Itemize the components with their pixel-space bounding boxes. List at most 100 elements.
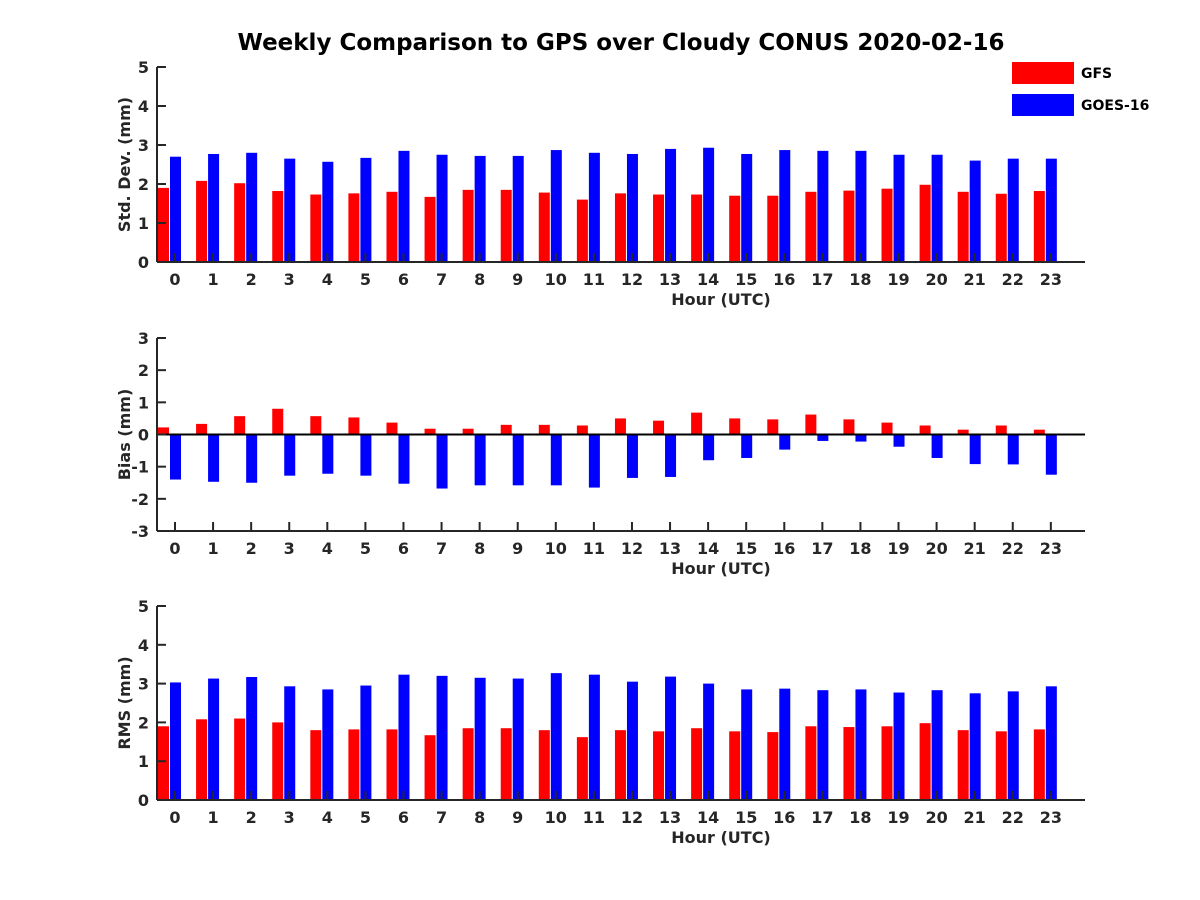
bar-gfs-18 [843,419,855,435]
bar-gfs-9 [500,728,512,800]
bar-goes-16-5 [360,685,372,800]
bar-gfs-4 [310,194,322,262]
bar-gfs-14 [691,728,703,800]
bar-gfs-12 [614,193,626,262]
bar-goes-16-18 [855,434,867,442]
bar-goes-16-17 [817,690,829,800]
bar-gfs-16 [767,195,779,262]
bar-goes-16-14 [703,434,715,461]
x-tick-label: 3 [284,808,295,827]
x-tick-label: 6 [398,270,409,289]
y-tick-label: 4 [138,636,149,655]
x-tick-label: 2 [246,539,257,558]
x-tick-label: 17 [811,270,833,289]
bar-goes-16-0 [170,434,181,480]
x-tick-label: 14 [697,808,719,827]
y-tick-label: 2 [138,713,149,732]
x-tick-label: 22 [1002,808,1024,827]
bar-goes-16-19 [893,434,905,447]
bar-gfs-3 [272,191,284,262]
bar-goes-16-5 [360,434,372,476]
x-tick-label: 5 [360,808,371,827]
bar-goes-16-22 [1007,691,1019,800]
x-tick-label: 12 [621,270,643,289]
bar-gfs-17 [805,191,817,262]
bar-gfs-23 [1033,191,1045,262]
bar-goes-16-23 [1045,686,1057,800]
x-tick-label: 11 [583,808,605,827]
x-tick-label: 18 [849,539,871,558]
bar-goes-16-3 [284,434,296,476]
bar-goes-16-2 [246,677,258,800]
bar-gfs-16 [767,732,779,800]
bar-gfs-21 [957,730,969,800]
y-axis-label: RMS (mm) [115,656,134,749]
x-tick-label: 19 [887,270,909,289]
bar-goes-16-8 [474,434,486,486]
x-tick-label: 0 [169,270,180,289]
bar-goes-16-1 [208,153,220,262]
x-axis-label: Hour (UTC) [671,290,771,309]
x-tick-label: 9 [512,808,523,827]
bar-gfs-4 [310,730,322,800]
x-tick-label: 4 [322,808,333,827]
x-tick-label: 1 [208,808,219,827]
x-tick-label: 12 [621,808,643,827]
bar-gfs-6 [386,729,398,800]
bar-goes-16-9 [512,678,524,800]
bar-gfs-9 [500,424,512,435]
x-tick-label: 2 [246,808,257,827]
x-tick-label: 22 [1002,270,1024,289]
y-tick-label: 1 [138,752,149,771]
bar-gfs-22 [995,731,1007,800]
bar-gfs-12 [614,730,626,800]
x-tick-label: 8 [474,808,485,827]
y-tick-label: 3 [138,136,149,155]
bar-goes-16-17 [817,150,829,262]
legend-swatch-gfs [1012,62,1074,84]
bar-gfs-1 [196,423,208,435]
x-tick-label: 21 [964,270,986,289]
x-tick-label: 15 [735,808,757,827]
bar-gfs-1 [196,180,208,262]
x-tick-label: 18 [849,270,871,289]
legend-label-gfs: GFS [1081,66,1112,82]
bar-gfs-2 [234,718,246,800]
legend: GFS GOES-16 [1012,62,1149,116]
bar-gfs-8 [462,428,474,435]
bar-gfs-15 [729,418,741,435]
bar-gfs-3 [272,722,284,800]
bar-gfs-23 [1033,729,1045,800]
bar-gfs-0 [158,187,169,262]
x-tick-label: 13 [659,808,681,827]
bar-gfs-20 [919,723,931,800]
x-tick-label: 20 [925,539,947,558]
bar-goes-16-1 [208,678,220,800]
bar-goes-16-13 [665,434,677,477]
y-tick-label: 0 [138,791,149,810]
bar-gfs-11 [576,425,588,435]
bar-goes-16-7 [436,154,448,262]
bar-gfs-7 [424,428,436,435]
x-tick-label: 14 [697,539,719,558]
x-tick-label: 23 [1040,539,1062,558]
y-tick-label: 1 [138,214,149,233]
x-tick-label: 10 [545,270,567,289]
x-axis-label: Hour (UTC) [671,828,771,847]
bar-goes-16-20 [931,154,943,262]
bar-goes-16-21 [969,434,981,465]
x-tick-label: 4 [322,539,333,558]
x-tick-label: 12 [621,539,643,558]
bar-goes-16-0 [170,156,181,262]
x-tick-label: 13 [659,539,681,558]
bar-goes-16-17 [817,434,829,441]
x-tick-label: 8 [474,270,485,289]
bar-goes-16-10 [550,150,562,262]
bar-goes-16-19 [893,154,905,262]
legend-label-goes-16: GOES-16 [1081,98,1149,114]
x-tick-label: 20 [925,808,947,827]
x-tick-label: 16 [773,539,795,558]
bar-goes-16-6 [398,434,410,484]
x-tick-label: 16 [773,270,795,289]
